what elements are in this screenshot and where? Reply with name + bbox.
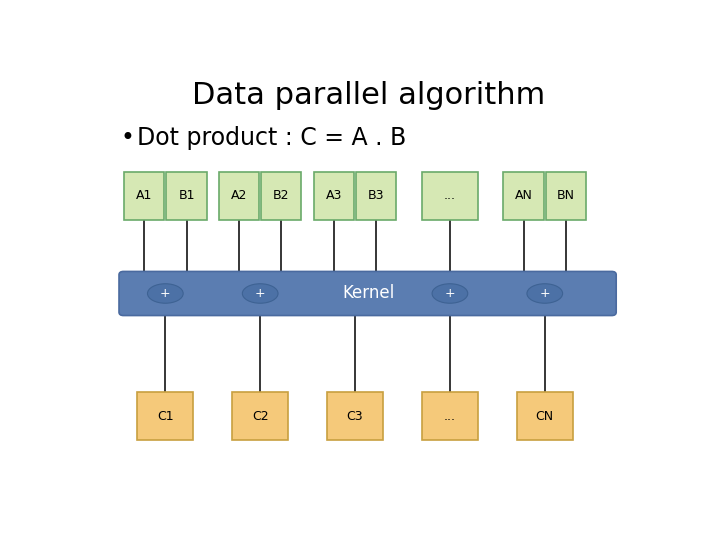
- FancyBboxPatch shape: [314, 172, 354, 220]
- Text: AN: AN: [515, 190, 533, 202]
- Ellipse shape: [432, 284, 468, 303]
- Text: B1: B1: [179, 190, 195, 202]
- FancyBboxPatch shape: [138, 392, 193, 440]
- FancyBboxPatch shape: [356, 172, 396, 220]
- Text: C1: C1: [157, 410, 174, 423]
- FancyBboxPatch shape: [422, 392, 478, 440]
- FancyBboxPatch shape: [261, 172, 302, 220]
- FancyBboxPatch shape: [219, 172, 259, 220]
- Text: Kernel: Kernel: [343, 285, 395, 302]
- Text: A1: A1: [136, 190, 153, 202]
- FancyBboxPatch shape: [124, 172, 164, 220]
- FancyBboxPatch shape: [166, 172, 207, 220]
- FancyBboxPatch shape: [546, 172, 586, 220]
- FancyBboxPatch shape: [503, 172, 544, 220]
- Text: B2: B2: [273, 190, 289, 202]
- Ellipse shape: [243, 284, 278, 303]
- Text: ...: ...: [444, 410, 456, 423]
- FancyBboxPatch shape: [422, 172, 478, 220]
- Ellipse shape: [527, 284, 562, 303]
- FancyBboxPatch shape: [233, 392, 288, 440]
- Text: A3: A3: [325, 190, 342, 202]
- Text: BN: BN: [557, 190, 575, 202]
- FancyBboxPatch shape: [327, 392, 383, 440]
- Text: +: +: [160, 287, 171, 300]
- Text: B3: B3: [368, 190, 384, 202]
- Text: C3: C3: [347, 410, 364, 423]
- Text: Data parallel algorithm: Data parallel algorithm: [192, 82, 546, 111]
- FancyBboxPatch shape: [119, 272, 616, 315]
- Text: C2: C2: [252, 410, 269, 423]
- Text: CN: CN: [536, 410, 554, 423]
- Text: ...: ...: [444, 190, 456, 202]
- Ellipse shape: [148, 284, 183, 303]
- Text: Dot product : C = A . B: Dot product : C = A . B: [138, 126, 407, 150]
- Text: •: •: [121, 126, 135, 150]
- FancyBboxPatch shape: [517, 392, 572, 440]
- Text: +: +: [444, 287, 455, 300]
- Text: A2: A2: [231, 190, 247, 202]
- Text: +: +: [255, 287, 266, 300]
- Text: +: +: [539, 287, 550, 300]
